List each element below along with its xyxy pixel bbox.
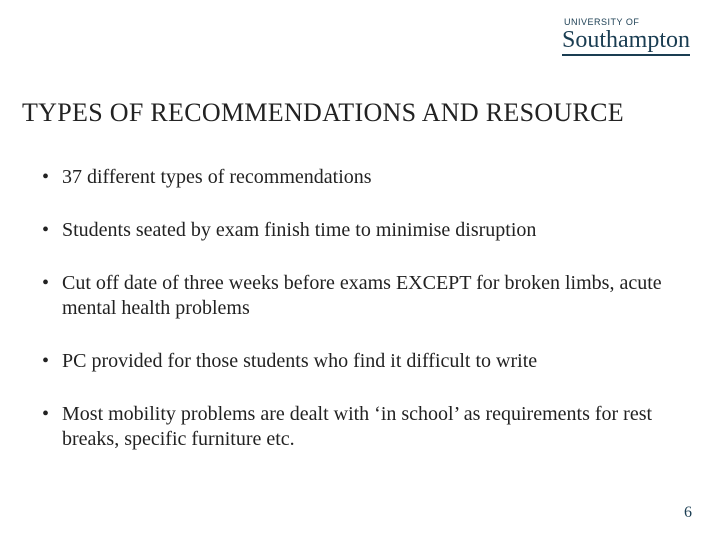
logo-top-text: UNIVERSITY OF [564,18,690,27]
list-item: Cut off date of three weeks before exams… [38,271,690,321]
university-logo: UNIVERSITY OF Southampton [562,18,690,56]
list-item: Most mobility problems are dealt with ‘i… [38,402,690,452]
logo-underline [562,54,690,56]
page-number: 6 [684,504,692,522]
logo-main-text: Southampton [562,28,690,52]
list-item: Students seated by exam finish time to m… [38,218,690,243]
slide-title: TYPES OF RECOMMENDATIONS AND RESOURCE [22,98,698,128]
bullet-list: 37 different types of recommendations St… [38,165,690,480]
list-item: 37 different types of recommendations [38,165,690,190]
list-item: PC provided for those students who find … [38,349,690,374]
